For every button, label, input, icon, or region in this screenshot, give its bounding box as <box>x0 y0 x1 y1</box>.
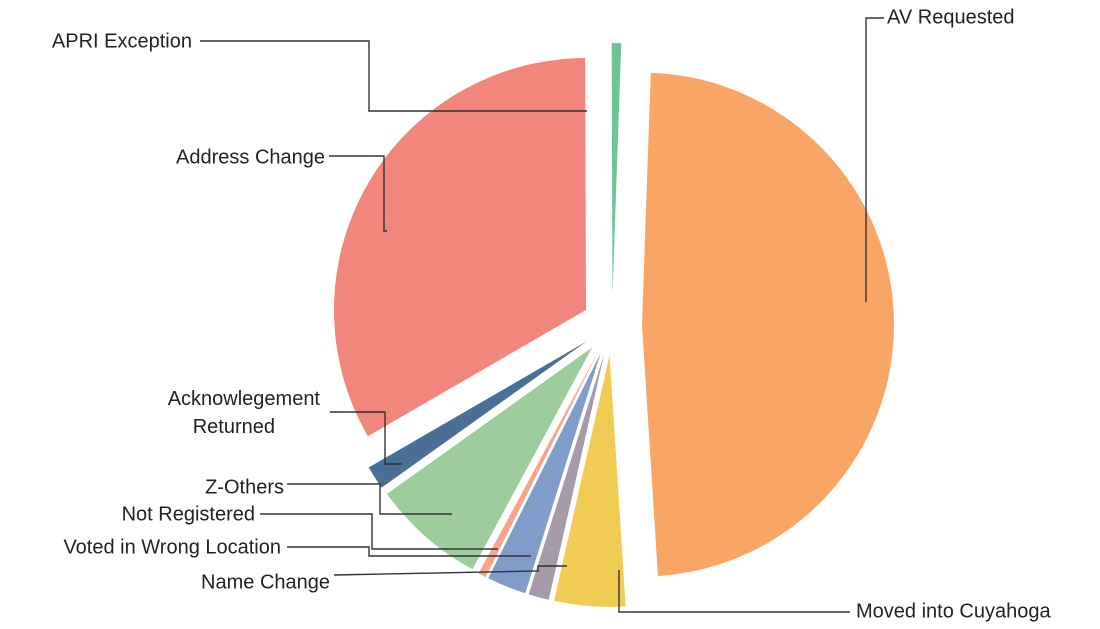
leader-line-moved-into-cuyahoga <box>618 570 850 613</box>
slice-label-apri-exception: APRI Exception <box>52 30 192 52</box>
slice-label-av-requested: AV Requested <box>887 6 1015 28</box>
leader-line-z-others <box>287 483 452 515</box>
pie-slice-not-registered <box>478 351 599 578</box>
leader-lines-layer <box>200 17 884 613</box>
pie-slice-acknowlegement-returned <box>368 341 587 488</box>
pie-slice-address-change <box>333 58 586 437</box>
pie-slice-moved-into-cuyahoga <box>554 354 626 607</box>
leader-line-av-requested <box>865 17 884 302</box>
slice-label-acknowlegement-returned: Acknowlegement Returned <box>168 388 321 438</box>
leader-line-voted-in-wrong-location <box>287 546 531 557</box>
pie-slice-name-change <box>528 353 605 600</box>
labels-layer: AV Requested Moved into Cuyahoga Name Chan… <box>52 6 1052 622</box>
slice-label-moved-into-cuyahoga: Moved into Cuyahoga <box>856 600 1051 622</box>
pie-slice-av-requested <box>642 72 894 577</box>
pie-slice-voted-in-wrong-location <box>488 352 601 594</box>
slice-label-not-registered: Not Registered <box>122 503 255 525</box>
leader-line-name-change <box>333 565 567 576</box>
pie-slice-apri-exception <box>611 43 622 296</box>
slice-label-address-change: Address Change <box>176 146 325 168</box>
slices-layer <box>333 43 894 607</box>
leader-line-not-registered <box>260 513 498 550</box>
slice-label-z-others: Z-Others <box>205 476 284 498</box>
slice-label-name-change: Name Change <box>201 571 330 593</box>
leader-line-apri-exception <box>200 40 587 112</box>
leader-line-address-change <box>329 155 387 232</box>
leader-line-acknowlegement-returned <box>330 411 402 465</box>
slice-label-voted-in-wrong-location: Voted in Wrong Location <box>63 536 281 558</box>
